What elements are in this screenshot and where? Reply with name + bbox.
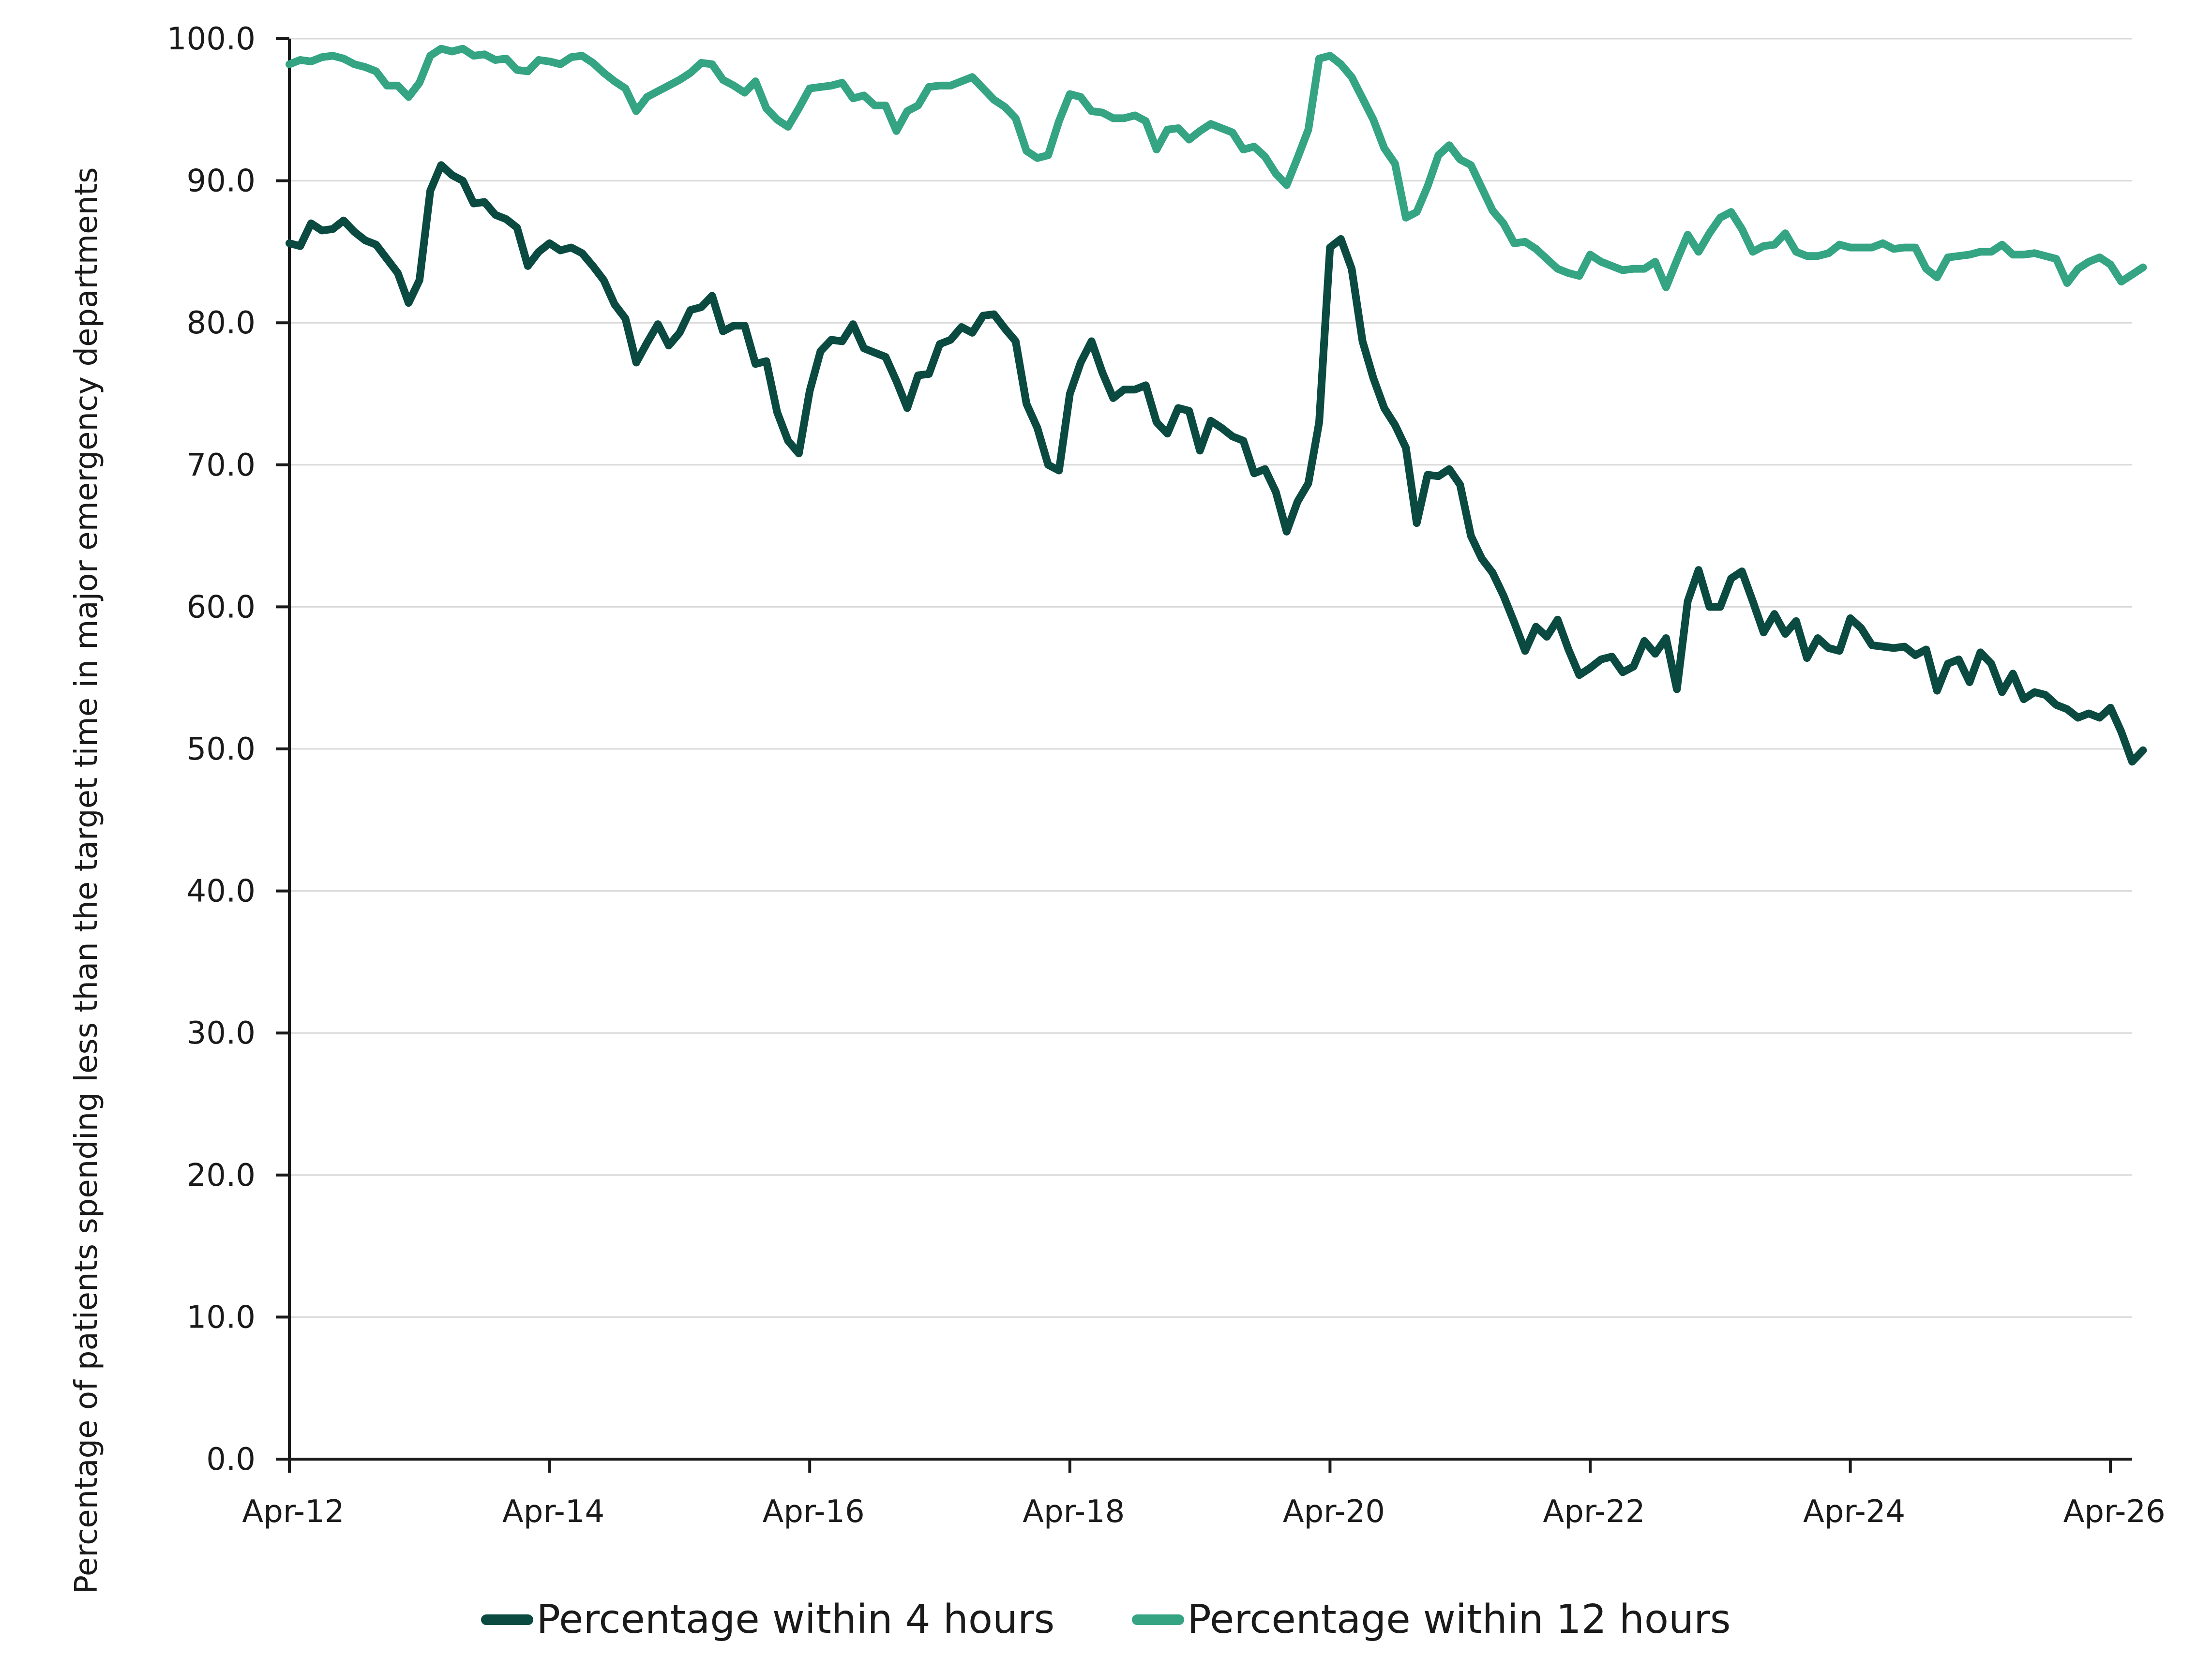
legend-label-4-hours: Percentage within 4 hours bbox=[536, 1597, 1055, 1642]
y-tick-label: 80.0 bbox=[187, 305, 256, 341]
y-tick-label: 10.0 bbox=[187, 1299, 256, 1335]
legend-label-12-hours: Percentage within 12 hours bbox=[1187, 1597, 1731, 1642]
x-tick-label: Apr-14 bbox=[502, 1494, 604, 1530]
y-axis-title: Percentage of patients spending less tha… bbox=[69, 167, 105, 1594]
x-tick-label: Apr-16 bbox=[763, 1494, 865, 1530]
x-tick-label: Apr-22 bbox=[1543, 1494, 1645, 1530]
y-tick-label: 20.0 bbox=[187, 1158, 256, 1194]
x-tick-label: Apr-18 bbox=[1023, 1494, 1125, 1530]
x-tick-label: Apr-24 bbox=[1803, 1494, 1905, 1530]
series-line-12-hours bbox=[286, 45, 2147, 291]
legend-item-12-hours: Percentage within 12 hours bbox=[1132, 1597, 1731, 1642]
y-tick-label: 0.0 bbox=[206, 1442, 256, 1478]
x-tick-label: Apr-20 bbox=[1283, 1494, 1385, 1530]
x-tick-label: Apr-12 bbox=[242, 1494, 344, 1530]
x-tick-label: Apr-26 bbox=[2063, 1494, 2166, 1530]
legend: Percentage within 4 hours Percentage wit… bbox=[0, 1597, 2212, 1642]
y-tick-label: 90.0 bbox=[187, 164, 256, 199]
y-tick-label: 100.0 bbox=[167, 21, 256, 57]
axes bbox=[276, 37, 2132, 1473]
series-lines bbox=[286, 45, 2147, 766]
y-tick-label: 30.0 bbox=[187, 1015, 256, 1051]
y-tick-label: 50.0 bbox=[187, 732, 256, 767]
legend-item-4-hours: Percentage within 4 hours bbox=[481, 1597, 1054, 1642]
legend-swatch-4-hours bbox=[481, 1614, 534, 1625]
series-line-4-hours bbox=[286, 161, 2147, 766]
legend-swatch-12-hours bbox=[1132, 1614, 1185, 1625]
y-tick-label: 40.0 bbox=[187, 874, 256, 910]
tick-labels: 0.0 10.0 20.0 30.0 40.0 50.0 60.0 70.0 80.0 90.0 1… bbox=[167, 21, 2166, 1530]
y-tick-label: 60.0 bbox=[187, 589, 256, 625]
y-tick-label: 70.0 bbox=[187, 448, 256, 483]
gridlines bbox=[289, 38, 2132, 1318]
